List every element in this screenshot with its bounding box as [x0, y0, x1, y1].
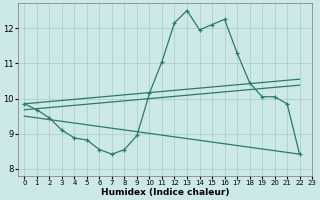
X-axis label: Humidex (Indice chaleur): Humidex (Indice chaleur) — [101, 188, 229, 197]
